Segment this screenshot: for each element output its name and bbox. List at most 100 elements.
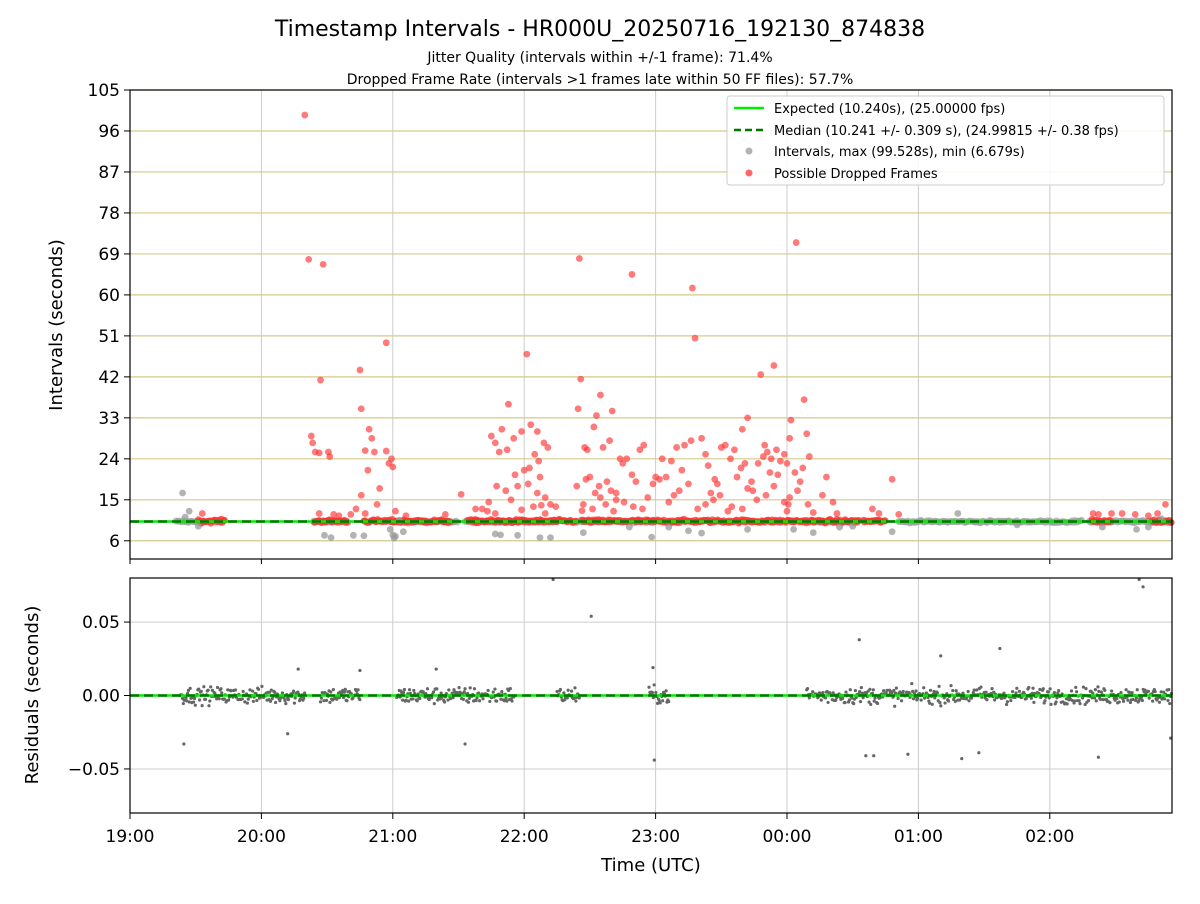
- residual-point: [187, 700, 191, 704]
- dropped-frame-point: [649, 480, 657, 488]
- residual-point: [504, 696, 508, 700]
- dropped-frame-point: [573, 482, 581, 490]
- intervals-y-label: Intervals (seconds): [46, 239, 67, 411]
- residual-point: [269, 688, 273, 692]
- residual-point: [661, 699, 665, 703]
- dropped-frame-point: [800, 396, 808, 404]
- residual-point: [1147, 696, 1151, 700]
- dropped-frame-point: [335, 512, 343, 520]
- dropped-frame-point: [733, 473, 741, 481]
- residual-point: [220, 691, 224, 695]
- interval-point: [836, 523, 843, 531]
- dropped-frame-points: [198, 111, 1169, 520]
- dropped-frame-point: [371, 448, 378, 456]
- residual-point: [451, 696, 455, 700]
- residual-point: [873, 696, 877, 700]
- residual-outlier-point: [977, 751, 981, 755]
- residual-point: [859, 686, 863, 690]
- residual-point: [401, 698, 405, 702]
- dropped-frame-point: [533, 428, 541, 435]
- residual-point: [805, 687, 810, 691]
- residual-point: [466, 691, 470, 696]
- interval-point: [1098, 523, 1106, 531]
- residual-point: [1086, 699, 1091, 703]
- interval-point: [685, 527, 692, 535]
- dropped-frame-point: [770, 362, 778, 369]
- residual-point: [1124, 688, 1128, 692]
- interval-point: [888, 528, 896, 536]
- intervals-y-tick-label: 60: [98, 286, 120, 306]
- residual-point: [286, 697, 291, 702]
- residual-point: [848, 688, 852, 692]
- residual-point: [1137, 698, 1141, 703]
- dropped-frame-point: [541, 494, 549, 501]
- residual-point: [860, 691, 864, 695]
- intervals-y-tick-label: 24: [98, 450, 120, 470]
- residual-outlier-point: [589, 614, 593, 618]
- residual-point: [463, 687, 467, 691]
- residual-point: [246, 697, 250, 701]
- residual-point: [566, 688, 570, 692]
- residual-point: [491, 690, 495, 694]
- interval-point: [179, 489, 186, 497]
- dropped-frame-point: [583, 446, 591, 454]
- chart-subtitle-1: Jitter Quality (intervals within +/-1 fr…: [426, 50, 772, 66]
- intervals-y-tick-label: 96: [98, 122, 120, 142]
- residual-point: [1046, 690, 1051, 694]
- dropped-frame-point: [823, 473, 830, 481]
- residual-point: [847, 698, 852, 702]
- residual-point: [946, 699, 951, 703]
- residual-point: [1055, 696, 1059, 700]
- dropped-frame-point: [589, 505, 596, 513]
- dropped-frame-point: [511, 471, 519, 479]
- residual-point: [961, 691, 965, 695]
- residual-point: [322, 699, 326, 703]
- dropped-frame-point: [502, 487, 510, 495]
- legend-label-intervals: Intervals, max (99.528s), min (6.679s): [774, 145, 1025, 160]
- dropped-frame-point: [590, 423, 598, 431]
- residual-point: [1101, 698, 1105, 702]
- dropped-frame-point: [514, 482, 522, 490]
- residual-point: [401, 690, 406, 695]
- x-tick-label: 00:00: [762, 827, 811, 847]
- residual-point: [439, 691, 443, 695]
- dropped-frame-point: [356, 366, 364, 374]
- residual-point: [1126, 698, 1130, 702]
- dropped-frame-point: [1131, 510, 1139, 518]
- residual-point: [1168, 701, 1172, 706]
- dropped-frame-point: [389, 463, 397, 471]
- residual-point: [1004, 702, 1009, 707]
- residual-point: [226, 688, 230, 692]
- intervals-y-tick-label: 87: [98, 163, 120, 183]
- dropped-frame-point: [787, 416, 795, 424]
- dropped-frame-point: [330, 510, 338, 518]
- dropped-frame-point: [763, 448, 771, 456]
- residual-point: [240, 697, 244, 701]
- dropped-frame-point: [595, 482, 603, 490]
- dropped-frame-point: [639, 505, 646, 513]
- residual-point: [657, 698, 661, 703]
- residual-point: [461, 697, 465, 702]
- residual-point: [1047, 696, 1051, 700]
- residual-point: [1166, 698, 1170, 703]
- residual-point: [243, 700, 247, 704]
- residual-point: [654, 690, 658, 695]
- residual-point: [894, 686, 898, 690]
- residual-point: [203, 697, 208, 701]
- residual-point: [1140, 698, 1144, 703]
- dropped-frame-point: [597, 391, 604, 399]
- residuals-y-tick-label: 0.00: [82, 687, 120, 707]
- dropped-frame-point: [702, 500, 709, 508]
- residual-point: [318, 700, 323, 704]
- residual-point: [407, 688, 412, 692]
- dropped-frame-point: [326, 453, 334, 460]
- residuals-y-tick-label: 0.05: [82, 613, 120, 633]
- residual-outlier-point: [182, 742, 186, 746]
- residual-point: [432, 702, 436, 706]
- residual-point: [505, 699, 509, 703]
- residual-point: [291, 689, 296, 693]
- dropped-frame-point: [491, 510, 499, 517]
- residual-outlier-point: [551, 577, 555, 582]
- residual-point: [293, 696, 297, 700]
- residual-point: [328, 700, 332, 705]
